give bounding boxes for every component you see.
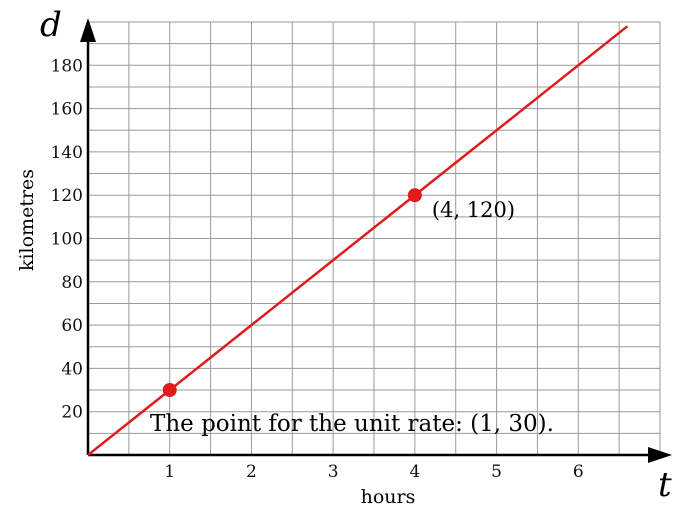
axes (80, 18, 672, 463)
x-tick-label: 3 (328, 462, 339, 482)
x-tick-label: 5 (491, 462, 502, 482)
x-tick-label: 1 (164, 462, 175, 482)
y-tick-label: 120 (51, 186, 83, 206)
x-tick-label: 6 (573, 462, 584, 482)
x-tick-labels: 1 2 3 4 5 6 (164, 462, 583, 482)
y-axis-arrow-icon (80, 18, 96, 42)
x-tick-label: 4 (409, 462, 420, 482)
data-point (407, 188, 422, 203)
point-label: (4, 120) (432, 198, 515, 222)
x-axis-label: hours (361, 486, 416, 508)
x-tick-label: 2 (246, 462, 257, 482)
unit-rate-annotation: The point for the unit rate: (1, 30). (150, 411, 554, 437)
y-tick-label: 80 (61, 273, 83, 293)
y-tick-label: 20 (61, 403, 83, 423)
y-tick-label: 60 (61, 316, 83, 336)
x-variable-label: t (658, 465, 672, 505)
x-axis-arrow-icon (648, 447, 672, 463)
y-axis-label: kilometres (16, 169, 38, 271)
y-tick-labels: 20 40 60 80 100 120 140 160 180 (51, 56, 83, 422)
data-point (162, 383, 177, 398)
series-line (87, 25, 629, 456)
y-tick-label: 160 (51, 100, 83, 120)
y-tick-label: 180 (51, 56, 83, 76)
y-tick-label: 100 (51, 230, 83, 250)
data-points: (4, 120) (162, 188, 515, 398)
y-variable-label: d (40, 5, 62, 45)
y-tick-label: 140 (51, 143, 83, 163)
grid (88, 21, 661, 455)
y-tick-label: 40 (61, 359, 83, 379)
